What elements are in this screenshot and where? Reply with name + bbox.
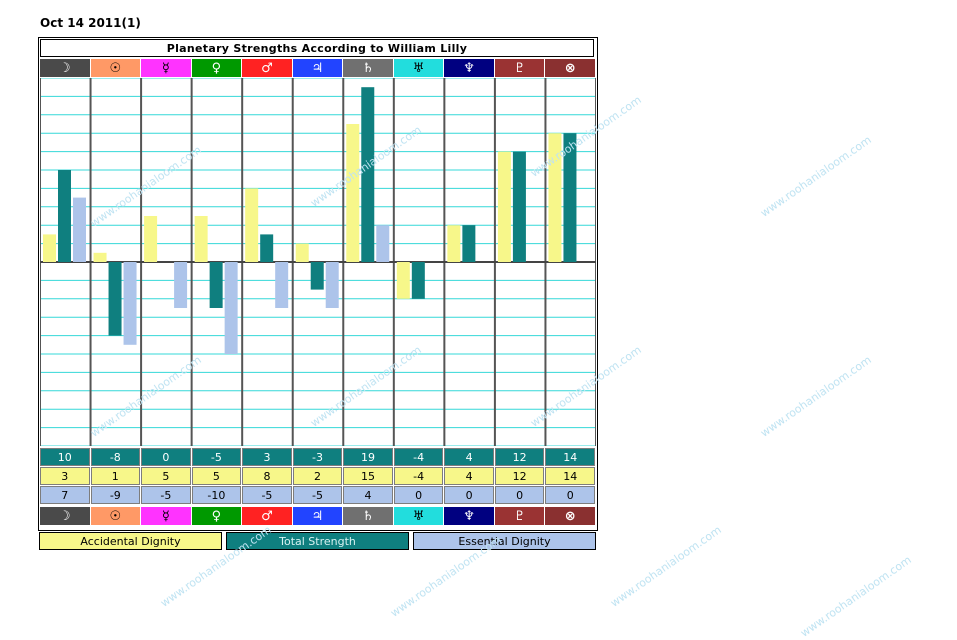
planet-glyph-bottom-7: ♅	[393, 507, 444, 525]
total-strength-bar-0	[58, 170, 71, 262]
planet-glyph-top-5: ♃	[292, 59, 343, 77]
planet-header-row: ☽ ☉ ☿ ♀ ♂ ♃ ♄ ♅ ♆ ♇ ⊗	[40, 59, 596, 77]
planet-glyph-top-1: ☉	[90, 59, 141, 77]
total-strength-value-5: -3	[292, 448, 343, 466]
essential-dignity-bar-5	[325, 262, 339, 308]
planet-glyph-bottom-3: ♀	[191, 507, 242, 525]
essential-dignity-value-7: 0	[393, 486, 444, 504]
total-strength-bar-8	[462, 225, 476, 262]
total-strength-bar-5	[310, 262, 324, 290]
accidental-dignity-value-6: 15	[343, 467, 393, 485]
total-strength-value-9: 12	[494, 448, 545, 466]
planet-glyph-bottom-2: ☿	[141, 507, 191, 525]
planet-glyph-top-9: ♇	[494, 59, 545, 77]
total-strength-bar-9	[512, 151, 526, 262]
accidental-dignity-bar-7	[396, 262, 410, 299]
watermark-text-10: www.roohanialoom.com	[608, 523, 724, 610]
planet-glyph-bottom-5: ♃	[292, 507, 343, 525]
total-strength-bar-7	[411, 262, 425, 299]
planet-glyph-bottom-6: ♄	[343, 507, 393, 525]
accidental-dignity-bar-1	[93, 252, 107, 262]
essential-dignity-bar-0	[73, 197, 86, 262]
essential-dignity-value-4: -5	[242, 486, 292, 504]
strength-bar-chart	[40, 78, 596, 446]
essential-dignity-value-8: 0	[444, 486, 494, 504]
watermark-text-7: www.roohanialoom.com	[758, 353, 874, 440]
total-strength-value-4: 3	[242, 448, 292, 466]
total-strength-bar-4	[260, 234, 274, 262]
total-strength-value-2: 0	[141, 448, 191, 466]
accidental-dignity-bar-6	[346, 124, 360, 262]
essential-dignity-row: 7 -9 -5 -10 -5 -5 4 0 0 0 0	[40, 486, 596, 504]
legend-total-strength: Total Strength	[226, 532, 409, 550]
total-strength-value-6: 19	[343, 448, 393, 466]
total-strength-value-8: 4	[444, 448, 494, 466]
planet-glyph-top-4: ♂	[242, 59, 292, 77]
accidental-dignity-bar-9	[497, 151, 511, 262]
essential-dignity-value-10: 0	[545, 486, 595, 504]
legend-essential-dignity: Essential Dignity	[413, 532, 596, 550]
accidental-dignity-value-8: 4	[444, 467, 494, 485]
accidental-dignity-value-1: 1	[90, 467, 141, 485]
accidental-dignity-bar-0	[43, 234, 56, 262]
total-strength-value-10: 14	[545, 448, 595, 466]
total-strength-value-3: -5	[191, 448, 242, 466]
planet-glyph-top-7: ♅	[393, 59, 444, 77]
accidental-dignity-bar-10	[548, 133, 562, 262]
essential-dignity-value-0: 7	[40, 486, 90, 504]
total-strength-bar-3	[209, 262, 223, 308]
total-strength-row: 10 -8 0 -5 3 -3 19 -4 4 12 14	[40, 448, 596, 466]
essential-dignity-value-2: -5	[141, 486, 191, 504]
planet-glyph-top-6: ♄	[343, 59, 393, 77]
total-strength-bar-1	[108, 262, 122, 336]
accidental-dignity-value-2: 5	[141, 467, 191, 485]
planet-glyph-top-3: ♀	[191, 59, 242, 77]
essential-dignity-value-6: 4	[343, 486, 393, 504]
accidental-dignity-value-9: 12	[494, 467, 545, 485]
watermark-text-3: www.roohanialoom.com	[758, 133, 874, 220]
accidental-dignity-value-10: 14	[545, 467, 595, 485]
planet-glyph-top-0: ☽	[40, 59, 90, 77]
accidental-dignity-row: 3 1 5 5 8 2 15 -4 4 12 14	[40, 467, 596, 485]
essential-dignity-bar-1	[123, 262, 137, 345]
essential-dignity-value-3: -10	[191, 486, 242, 504]
planet-glyph-top-10: ⊗	[545, 59, 595, 77]
planet-glyph-top-8: ♆	[444, 59, 494, 77]
planet-glyph-top-2: ☿	[141, 59, 191, 77]
total-strength-value-7: -4	[393, 448, 444, 466]
planet-glyph-bottom-0: ☽	[40, 507, 90, 525]
accidental-dignity-value-0: 3	[40, 467, 90, 485]
essential-dignity-value-9: 0	[494, 486, 545, 504]
accidental-dignity-value-3: 5	[191, 467, 242, 485]
watermark-text-11: www.roohanialoom.com	[798, 553, 914, 640]
essential-dignity-bar-4	[275, 262, 289, 308]
planet-glyph-bottom-1: ☉	[90, 507, 141, 525]
accidental-dignity-bar-8	[447, 225, 461, 262]
planet-glyph-bottom-4: ♂	[242, 507, 292, 525]
legend-accidental-dignity: Accidental Dignity	[39, 532, 222, 550]
chart-date: Oct 14 2011(1)	[40, 16, 141, 30]
total-strength-value-0: 10	[40, 448, 90, 466]
accidental-dignity-value-4: 8	[242, 467, 292, 485]
essential-dignity-bar-3	[224, 262, 238, 354]
accidental-dignity-value-7: -4	[393, 467, 444, 485]
essential-dignity-bar-2	[174, 262, 188, 308]
accidental-dignity-value-5: 2	[292, 467, 343, 485]
total-strength-value-1: -8	[90, 448, 141, 466]
planet-glyph-bottom-8: ♆	[444, 507, 494, 525]
essential-dignity-value-5: -5	[292, 486, 343, 504]
accidental-dignity-bar-4	[245, 188, 259, 262]
accidental-dignity-bar-3	[194, 216, 208, 262]
planet-footer-row: ☽ ☉ ☿ ♀ ♂ ♃ ♄ ♅ ♆ ♇ ⊗	[40, 507, 596, 525]
essential-dignity-bar-6	[376, 225, 390, 262]
accidental-dignity-bar-5	[295, 243, 309, 262]
planet-glyph-bottom-10: ⊗	[545, 507, 595, 525]
total-strength-bar-10	[563, 133, 577, 262]
essential-dignity-value-1: -9	[90, 486, 141, 504]
accidental-dignity-bar-2	[144, 216, 158, 262]
planet-glyph-bottom-9: ♇	[494, 507, 545, 525]
chart-title: Planetary Strengths According to William…	[40, 39, 594, 57]
total-strength-bar-6	[361, 87, 375, 262]
